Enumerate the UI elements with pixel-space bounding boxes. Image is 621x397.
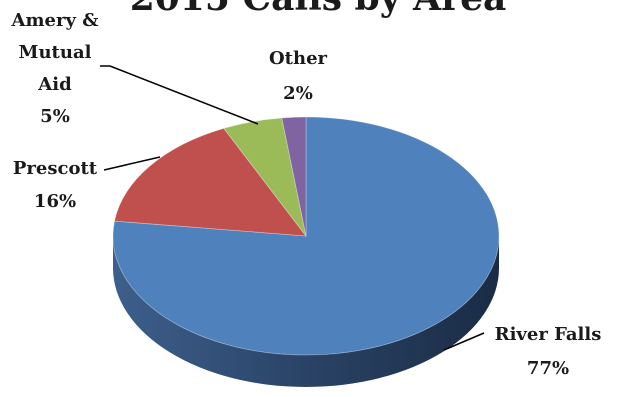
label-prescott-name: Prescott (13, 158, 98, 179)
leader-line-river-falls (443, 332, 485, 351)
label-other-pct: 2% (283, 83, 313, 104)
pie-slice-other (281, 116, 307, 237)
leader-line-amery (109, 65, 259, 125)
pie-slice-river-falls (112, 116, 500, 356)
label-amery-pct: 5% (40, 106, 70, 127)
label-river-falls-name: River Falls (495, 324, 602, 345)
label-amery-line1: Amery & (11, 10, 99, 31)
chart-title: 2015 Calls by Area (130, 0, 507, 19)
pie-slice-prescott (114, 127, 307, 237)
label-prescott-pct: 16% (34, 191, 76, 212)
label-amery-line3: Aid (37, 74, 72, 95)
pie-top-slices (112, 116, 500, 356)
pie-side-river-falls (113, 236, 499, 387)
label-river-falls-pct: 77% (527, 358, 569, 379)
pie-side-walls (113, 236, 499, 387)
label-amery-line2: Mutual (19, 42, 92, 63)
leader-line-prescott (103, 156, 161, 171)
label-other-name: Other (269, 48, 328, 69)
